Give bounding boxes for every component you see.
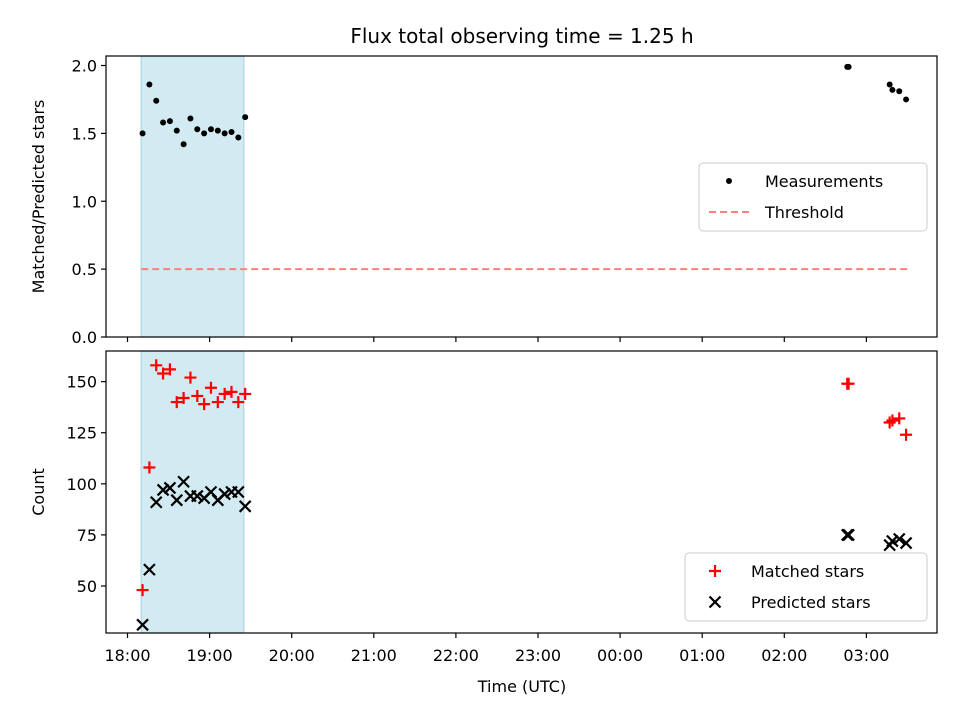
data-point (232, 485, 245, 499)
x-tick-label: 21:00 (351, 646, 397, 665)
data-point (883, 416, 896, 429)
legend-box (698, 162, 928, 232)
data-point (177, 475, 190, 489)
legend-label: Threshold (764, 203, 844, 222)
data-point (886, 414, 899, 427)
x-axis-label: Time (UTC) (477, 677, 566, 696)
data-point (845, 63, 852, 70)
legend-marker (726, 178, 732, 184)
data-point (136, 618, 149, 632)
data-point (170, 396, 183, 409)
data-point (900, 428, 913, 441)
x-tick-label: 20:00 (269, 646, 315, 665)
data-point (163, 481, 177, 495)
y-tick-label: 0.0 (72, 328, 97, 347)
bottom-panel: 50 75 100 125 150 18:00 19:00 20:00 21:00 22:00 23… (29, 350, 938, 665)
data-point (228, 129, 235, 136)
y-tick-label: 1.0 (72, 192, 97, 211)
data-point (139, 130, 146, 137)
series-predicted-stars (136, 475, 913, 632)
data-point (903, 96, 910, 103)
data-point (136, 584, 149, 597)
data-point (211, 396, 224, 409)
data-point (842, 377, 855, 390)
data-point (201, 130, 208, 137)
data-point (187, 115, 194, 122)
y-tick-label: 1.5 (72, 124, 97, 143)
y-axis-label: Count (29, 468, 48, 516)
data-point (157, 367, 170, 380)
data-point (170, 493, 184, 507)
data-point (173, 127, 180, 134)
x-tick-label: 00:00 (597, 646, 643, 665)
x-tick-label: 03:00 (843, 646, 889, 665)
data-point (242, 114, 249, 121)
data-point (232, 396, 245, 409)
figure-title: Flux total observing time = 1.25 h (350, 24, 693, 48)
legend-box (684, 552, 928, 622)
data-point (225, 385, 238, 398)
data-point (214, 127, 221, 134)
legend-label: Measurements (765, 172, 883, 191)
top-panel: 0.0 0.5 1.0 1.5 2.0 Matched/Predicted stars Me… (29, 55, 938, 347)
data-point (166, 118, 173, 125)
legend-marker (708, 595, 722, 609)
y-tick-label: 125 (66, 424, 97, 443)
x-tick-label: 22:00 (433, 646, 479, 665)
data-point (160, 119, 167, 126)
series-measurements (139, 63, 910, 148)
data-point (239, 387, 252, 400)
legend-label: Matched stars (751, 562, 864, 581)
legend: Matched stars Predicted stars (684, 552, 928, 622)
data-point (842, 528, 855, 542)
x-tick-label: 01:00 (679, 646, 725, 665)
data-point (892, 532, 906, 546)
series-matched-stars (136, 359, 913, 597)
data-point (143, 563, 156, 576)
data-point (235, 134, 242, 141)
data-point (191, 389, 204, 402)
data-point (143, 461, 156, 474)
x-tick-label: 18:00 (104, 646, 150, 665)
y-tick-label: 75 (77, 526, 97, 545)
data-point (184, 371, 197, 384)
y-tick-label: 50 (77, 577, 97, 596)
x-tick-label: 23:00 (515, 646, 561, 665)
data-point (896, 88, 903, 95)
y-tick-label: 100 (66, 475, 97, 494)
legend-label: Predicted stars (751, 593, 871, 612)
data-point (893, 412, 906, 425)
data-point (163, 363, 176, 376)
data-point (207, 126, 214, 133)
data-point (150, 359, 163, 372)
axes-frame (105, 55, 938, 338)
data-point (194, 126, 201, 133)
data-point (899, 536, 913, 550)
data-point (153, 97, 160, 104)
x-tick-label: 19:00 (187, 646, 233, 665)
data-point (238, 500, 252, 513)
data-point (149, 495, 163, 509)
y-tick-label: 2.0 (72, 57, 97, 76)
data-point (889, 86, 896, 93)
legend: Measurements Threshold (698, 162, 928, 232)
y-axis-label: Matched/Predicted stars (29, 100, 48, 294)
y-tick-label: 0.5 (72, 260, 97, 279)
x-tick-label: 02:00 (761, 646, 807, 665)
data-point (177, 392, 190, 404)
data-point (218, 387, 231, 400)
data-point (146, 81, 153, 88)
data-point (886, 81, 893, 88)
legend-marker (709, 565, 721, 577)
data-point (180, 141, 187, 148)
data-point (198, 398, 211, 411)
y-tick-label: 150 (66, 373, 97, 392)
axes-frame (105, 350, 938, 634)
data-point (204, 381, 217, 394)
data-point (221, 130, 228, 137)
